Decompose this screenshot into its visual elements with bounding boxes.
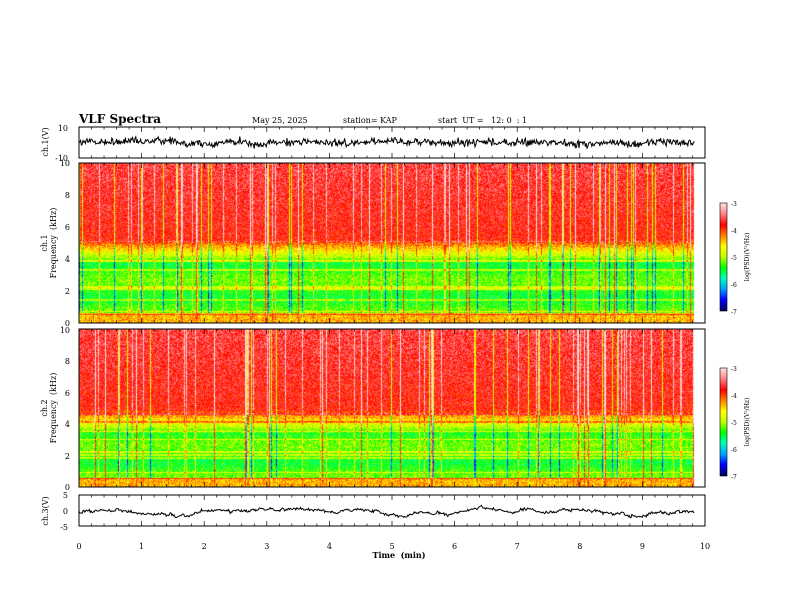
ch1-cbar-tick-m4: -4 <box>731 228 737 235</box>
ch2-spectrogram-image-wrap <box>79 329 705 487</box>
ch2-ytick-8: 8 <box>65 357 70 366</box>
ch2-colorbar-gradient-wrap <box>720 368 727 476</box>
ch2-colorbar-gradient <box>720 368 727 476</box>
ch3-waveform-ylabel: ch.3(V) <box>41 496 50 525</box>
time-tick-2: 2 <box>202 542 207 551</box>
ch1-colorbar-gradient <box>720 203 727 311</box>
ch2-cbar-tick-m7: -7 <box>731 474 737 481</box>
time-tick-1: 1 <box>139 542 144 551</box>
time-tick-3: 3 <box>264 542 269 551</box>
ch2-ytick-0: 0 <box>65 483 70 492</box>
ch1-ytick-bottom: -10 <box>55 154 68 163</box>
ch2-cbar-tick-m6: -6 <box>731 447 737 454</box>
ch1-waveform-ticks <box>78 127 706 158</box>
ch1-ytick-8: 8 <box>65 191 70 200</box>
ch1-ytick-2: 2 <box>65 287 70 296</box>
ch3-waveform-panel: 5 0 -5 ch.3(V) <box>41 491 706 532</box>
ch2-ytick-4: 4 <box>65 420 70 429</box>
ch2-spectrogram-panel: 0 2 4 6 8 10 ch.2 Frequency (kHz) <box>40 326 706 492</box>
ch2-ytick-6: 6 <box>65 389 70 398</box>
ch2-channel-label: ch.2 <box>40 399 49 416</box>
ch1-waveform-ylabel: ch.1(V) <box>41 127 50 156</box>
chart-title: VLF Spectra <box>78 112 161 126</box>
ch1-colorbar: -3 -4 -5 -6 -7 log(PSD)(V²/Hz) <box>719 201 751 316</box>
ch3-ytick-bottom: -5 <box>60 523 68 532</box>
ch3-waveform-series <box>79 504 695 519</box>
ch1-frequency-ylabel: Frequency (kHz) <box>49 208 58 279</box>
ch1-ytick-0: 0 <box>65 319 70 328</box>
ch1-colorbar-frame <box>719 202 728 312</box>
time-tick-9: 9 <box>640 542 645 551</box>
ch1-cbar-tick-m5: -5 <box>731 255 737 262</box>
ch1-cbar-tick-m7: -7 <box>731 309 737 316</box>
ch2-frequency-ylabel: Frequency (kHz) <box>49 373 58 444</box>
time-tick-8: 8 <box>577 542 582 551</box>
chart-station: station= KAP <box>343 116 398 125</box>
ch1-ytick-top: 10 <box>58 124 68 133</box>
ch2-colorbar-label: log(PSD)(V²/Hz) <box>744 398 751 447</box>
time-tick-7: 7 <box>515 542 520 551</box>
ch2-colorbar-frame <box>719 367 728 477</box>
chart-start-time: start UT = 12: 0 : 1 <box>438 116 527 125</box>
ch1-spectrogram-image-wrap <box>79 163 705 323</box>
ch1-cbar-tick-m3: -3 <box>731 201 737 208</box>
ch1-colorbar-gradient-wrap <box>720 203 727 311</box>
ch1-ytick-10: 10 <box>60 159 70 168</box>
ch2-ytick-2: 2 <box>65 452 70 461</box>
ch2-cbar-tick-m3: -3 <box>731 366 737 373</box>
ch1-spectrogram-panel: 0 2 4 6 8 10 ch.1 Frequency (kHz) <box>40 159 706 328</box>
ch1-cbar-tick-m6: -6 <box>731 282 737 289</box>
time-tick-0: 0 <box>76 542 81 551</box>
time-tick-6: 6 <box>452 542 457 551</box>
ch2-spectrogram-ticks <box>78 329 706 487</box>
time-tick-5: 5 <box>389 542 394 551</box>
ch2-cbar-tick-m4: -4 <box>731 393 737 400</box>
ch2-spectrogram-heatmap <box>79 329 705 487</box>
time-tick-10: 10 <box>700 542 710 551</box>
ch2-colorbar: -3 -4 -5 -6 -7 log(PSD)(V²/Hz) <box>719 366 751 481</box>
ch2-ytick-10: 10 <box>60 326 70 335</box>
time-axis: 0 1 2 3 4 5 6 7 8 9 10 Time (min) <box>76 542 710 560</box>
ch1-ytick-4: 4 <box>65 255 70 264</box>
time-tick-4: 4 <box>327 542 332 551</box>
chart-date: May 25, 2025 <box>252 116 308 125</box>
ch1-waveform-series <box>79 135 695 150</box>
ch3-waveform-ticks <box>78 495 706 526</box>
ch1-ytick-6: 6 <box>65 223 70 232</box>
ch1-waveform-panel: 10 -10 ch.1(V) <box>41 124 706 163</box>
ch1-channel-label: ch.1 <box>40 234 49 251</box>
ch1-spectrogram-ticks <box>78 163 706 323</box>
ch1-colorbar-label: log(PSD)(V²/Hz) <box>744 233 751 282</box>
ch2-cbar-tick-m5: -5 <box>731 420 737 427</box>
ch3-ytick-mid: 0 <box>63 507 68 516</box>
ch1-spectrogram-heatmap <box>79 163 705 323</box>
ch3-ytick-top: 5 <box>63 491 68 500</box>
time-axis-label: Time (min) <box>372 550 425 560</box>
